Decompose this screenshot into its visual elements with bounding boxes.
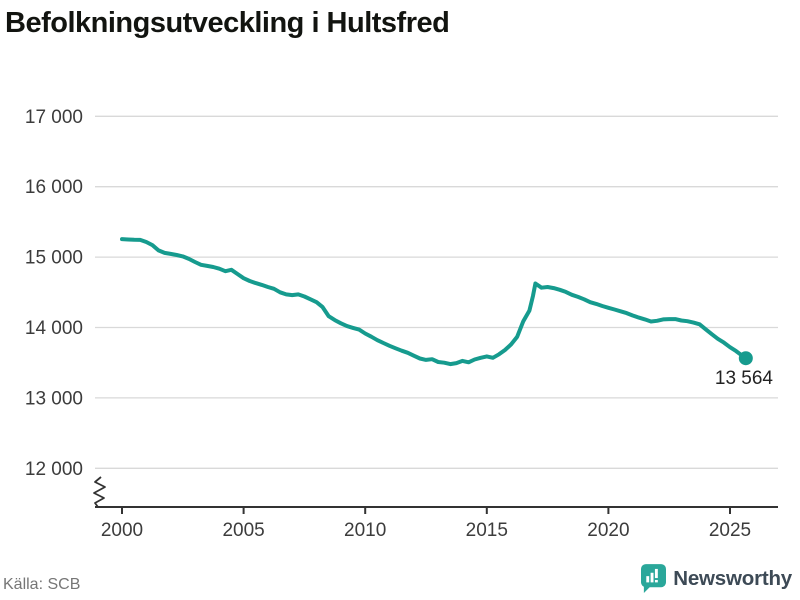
x-tick-label: 2020 (587, 520, 629, 541)
y-tick-label: 14 000 (25, 318, 83, 339)
newsworthy-logo-icon (641, 563, 667, 593)
chart-title: Befolkningsutveckling i Hultsfred (5, 7, 450, 39)
y-tick-label: 12 000 (25, 459, 83, 480)
y-tick-label: 16 000 (25, 177, 83, 198)
source-label: Källa: SCB (3, 576, 81, 593)
y-tick-label: 15 000 (25, 248, 83, 269)
endpoint-dot (738, 351, 753, 366)
axis-break-icon (93, 476, 106, 508)
y-tick-label: 13 000 (25, 388, 83, 409)
endpoint-value-label: 13 564 (715, 368, 774, 389)
newsworthy-brand-link[interactable]: Newsworthy (641, 563, 792, 595)
x-tick-label: 2015 (466, 520, 508, 541)
x-tick-label: 2005 (222, 520, 264, 541)
y-tick-label: 17 000 (25, 107, 83, 128)
x-tick-label: 2010 (344, 520, 386, 541)
x-tick-label: 2000 (101, 520, 143, 541)
x-tick-label: 2025 (709, 520, 751, 541)
population-line (120, 237, 748, 367)
newsworthy-brand-text: Newsworthy (673, 567, 792, 590)
